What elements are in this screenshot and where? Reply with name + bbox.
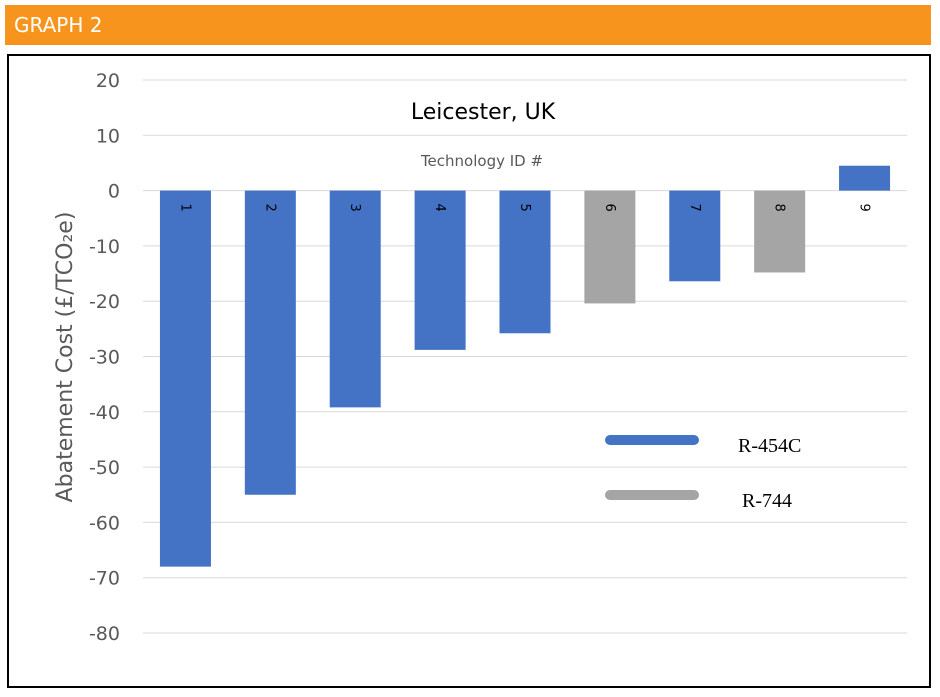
bar-8 (754, 190, 806, 273)
bar-2 (244, 190, 296, 495)
x-axis-title: Technology ID # (420, 152, 543, 170)
category-label: 1 (177, 203, 192, 211)
bars (159, 165, 891, 567)
category-label: 2 (262, 203, 277, 211)
graph-banner: GRAPH 2 (5, 5, 931, 45)
chart-title: Leicester, UK (411, 100, 556, 125)
y-tick-label: 0 (108, 181, 120, 203)
y-tick-label: -10 (89, 236, 120, 258)
y-tick-label: -60 (89, 512, 120, 534)
legend-label: R-744 (742, 490, 792, 512)
y-tick-label: -50 (89, 457, 120, 479)
bar-3 (329, 190, 381, 408)
bar-4 (414, 190, 466, 350)
y-tick-label: -80 (89, 623, 120, 645)
y-tick-label: 10 (96, 125, 120, 147)
y-tick-label: -40 (89, 402, 120, 424)
y-tick-label: -70 (89, 568, 120, 590)
category-label: 6 (602, 203, 617, 211)
y-tick-label: -20 (89, 291, 120, 313)
y-tick-label: 20 (96, 70, 120, 92)
category-label: 8 (772, 203, 787, 211)
y-axis-ticks: 20 10 0 -10 -20 -30 -40 -50 -60 -70 -80 (89, 70, 120, 645)
category-label: 3 (347, 203, 362, 211)
bar-6 (584, 190, 636, 304)
legend-label: R-454C (738, 435, 801, 457)
category-label: 9 (857, 203, 872, 211)
category-label: 5 (517, 203, 532, 211)
graph-banner-title: GRAPH 2 (14, 13, 103, 37)
category-labels: 1 2 3 4 5 6 7 8 9 (177, 203, 871, 211)
category-label: 4 (432, 203, 447, 211)
bar-9 (839, 165, 891, 191)
bar-1 (159, 190, 211, 567)
bar-5 (499, 190, 551, 334)
y-tick-label: -30 (89, 347, 120, 369)
y-axis-label: Abatement Cost (£/TCO₂e) (53, 212, 78, 503)
bar-7 (669, 190, 721, 282)
legend: R-454C R-744 (605, 435, 801, 512)
category-label: 7 (687, 203, 702, 211)
